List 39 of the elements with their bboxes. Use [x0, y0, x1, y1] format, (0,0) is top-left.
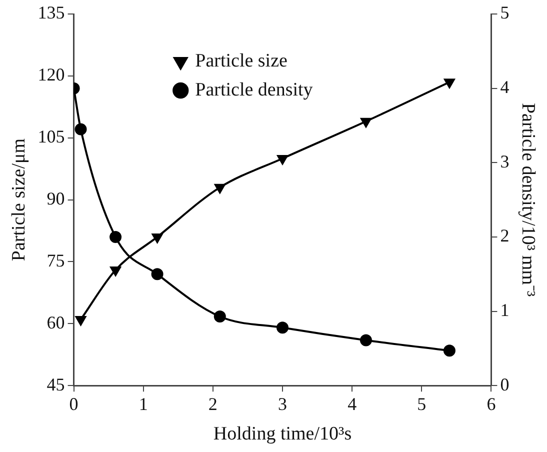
y-tick-label: 135 — [38, 2, 65, 23]
x-tick-label: 0 — [69, 394, 78, 414]
point — [360, 334, 372, 346]
point — [151, 268, 164, 280]
legend-label: Particle size — [195, 50, 288, 72]
y2-tick-label: 5 — [500, 2, 510, 23]
legend-label: Particle density — [195, 79, 314, 100]
x-tick-label: 6 — [486, 394, 496, 414]
y-tick-label: 45 — [46, 374, 65, 394]
x-tick-label: 4 — [348, 394, 357, 414]
point — [110, 230, 122, 243]
y-tick-label: 120 — [38, 64, 65, 85]
y2-tick-label: 2 — [500, 226, 510, 246]
y2-tick-label: 0 — [500, 374, 510, 394]
y2-tick-label: 1 — [500, 300, 510, 320]
point — [444, 78, 455, 88]
x-tick-label: 5 — [417, 394, 426, 414]
point — [214, 184, 226, 194]
point — [110, 266, 121, 276]
y-tick-label: 105 — [38, 126, 65, 147]
y2-tick-label: 3 — [500, 151, 510, 172]
point — [75, 316, 86, 326]
y-tick-label: 90 — [46, 188, 65, 209]
point — [443, 344, 456, 357]
x-tick-label: 1 — [138, 394, 148, 414]
x-tick-label: 2 — [208, 394, 218, 414]
point — [276, 322, 288, 334]
y-axis-title: Particle size/μm — [8, 138, 30, 262]
x-tick-label: 3 — [278, 394, 287, 414]
x-axis-title: Holding time/10³s — [213, 424, 352, 445]
point — [152, 233, 163, 243]
y-tick-label: 75 — [46, 250, 65, 270]
y2-tick-label: 4 — [500, 77, 510, 98]
point — [360, 118, 372, 128]
point — [277, 155, 288, 165]
point — [214, 310, 226, 322]
point — [74, 123, 87, 136]
y2-axis-title: Particle density/10³ mm⁻³ — [518, 102, 539, 297]
y-tick-label: 60 — [46, 312, 65, 332]
